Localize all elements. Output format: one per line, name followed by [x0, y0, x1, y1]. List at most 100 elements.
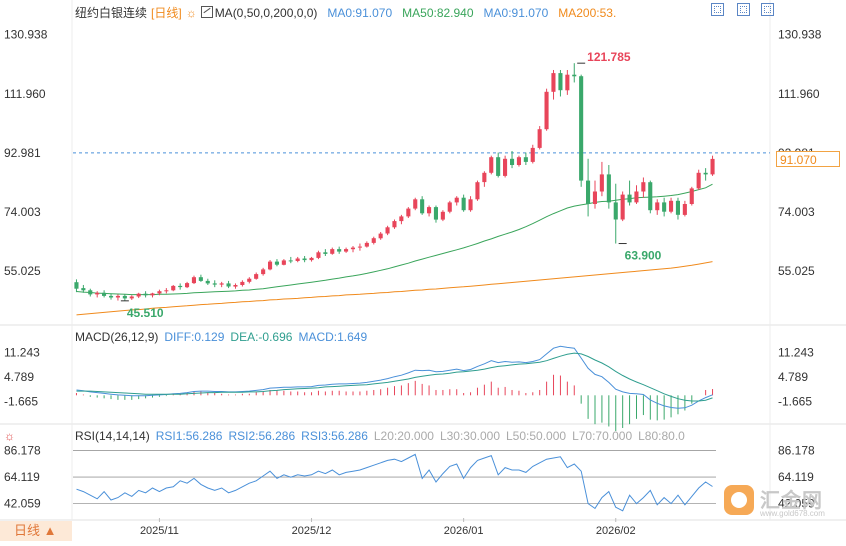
ma50-line	[76, 183, 713, 296]
macd-diff-line	[76, 345, 713, 409]
candle-body	[219, 283, 224, 285]
candle-body	[212, 283, 217, 285]
watermark-url: www.gold678.com	[760, 509, 825, 518]
candle-body	[185, 283, 190, 288]
candle-body	[171, 285, 176, 291]
watermark-logo-inner-icon	[731, 492, 747, 508]
candle-body	[475, 182, 480, 200]
macd-tick-left: 11.243	[4, 346, 40, 360]
x-tick-label: 2026/01	[444, 525, 484, 537]
candle-body	[198, 277, 203, 281]
candle-body	[274, 261, 279, 265]
candle-body	[295, 258, 300, 261]
ma-legend-item: MA(0,50,0,200,0,0)	[214, 6, 318, 20]
period-label[interactable]: [日线]	[151, 6, 182, 20]
period-tab[interactable]: 日线 ▲	[0, 521, 72, 541]
rsi-l80: L80:80.0	[638, 429, 685, 443]
y-tick-label-right: 130.938	[778, 28, 822, 42]
rsi-tick-right: 86.178	[778, 444, 815, 458]
candle-body	[530, 147, 535, 162]
ma-legend-item: MA50:82.940	[402, 6, 474, 20]
candle-body	[337, 249, 342, 252]
sun-settings-icon[interactable]: ☼	[185, 6, 197, 20]
candle-body	[572, 74, 577, 77]
candle-body	[489, 157, 494, 173]
ma-legend-item: MA0:91.070	[327, 6, 393, 20]
candle-body	[247, 278, 252, 282]
candle-body	[350, 247, 355, 250]
candle-body	[440, 211, 445, 220]
candle-body	[510, 158, 515, 165]
macd-tick-right: 4.789	[778, 370, 808, 384]
instrument-title: 纽约白银连续	[75, 6, 148, 20]
candle-body	[357, 246, 362, 248]
ma-settings-icon[interactable]	[200, 6, 213, 18]
y-tick-label-left: 92.981	[4, 146, 41, 160]
candle-body	[703, 172, 708, 175]
y-tick-label-left: 74.003	[4, 205, 41, 219]
candle-body	[109, 295, 114, 298]
ma-legend-item: MA200:53.	[558, 6, 617, 20]
candle-body	[330, 249, 335, 254]
candle-body	[482, 172, 487, 183]
rsi-l70: L70:70.000	[572, 429, 633, 443]
candle-body	[551, 73, 556, 92]
candle-body	[433, 207, 438, 220]
candle-body	[447, 202, 452, 212]
current-price-label: 91.070	[776, 151, 840, 167]
candle-body	[413, 199, 418, 209]
rsi-values: RSI(14,14,14) RSI1:56.286 RSI2:56.286 RSI3:…	[75, 429, 691, 443]
candle-body	[191, 277, 196, 284]
candle-body	[689, 188, 694, 204]
rsi1-value: RSI1:56.286	[155, 429, 223, 443]
candle-body	[662, 202, 667, 212]
candle-body	[675, 200, 680, 215]
candle-body	[122, 295, 127, 299]
macd-tick-left: -1.665	[4, 395, 38, 409]
macd-tick-right: -1.665	[778, 395, 812, 409]
rsi-line	[76, 453, 713, 512]
fullscreen-button[interactable]	[761, 3, 774, 16]
x-tick-label: 2026/02	[596, 525, 636, 537]
candle-body	[261, 269, 266, 275]
candle-body	[316, 252, 321, 258]
macd-dea-line	[76, 352, 713, 402]
candle-body	[710, 158, 715, 175]
macd-legend: MACD(26,12,9) DIFF:0.129 DEA:-0.696 MACD:1.…	[75, 330, 373, 344]
candle-body	[516, 157, 521, 165]
zoom-in-button[interactable]	[711, 3, 724, 16]
candle-body	[461, 197, 466, 211]
candle-body	[226, 283, 231, 287]
rsi-tick-left: 64.119	[4, 470, 40, 484]
candle-body	[205, 280, 210, 284]
low-annotation: 63.900	[625, 249, 662, 263]
candle-body	[606, 174, 611, 203]
y-tick-label-left: 111.960	[4, 87, 46, 101]
rsi-settings-icon[interactable]: ☼	[4, 429, 15, 443]
candle-body	[392, 221, 397, 228]
candle-body	[620, 194, 625, 220]
rsi3-value: RSI3:56.286	[301, 429, 368, 443]
rsi-l30: L30:30.000	[439, 429, 500, 443]
ma200-line	[76, 261, 713, 316]
candle-body	[115, 295, 120, 298]
candle-body	[309, 257, 314, 261]
candle-body	[696, 172, 701, 189]
candle-body	[268, 261, 273, 270]
zoom-out-button[interactable]	[737, 3, 750, 16]
rsi-tick-right: 64.119	[778, 470, 814, 484]
candle-body	[102, 292, 107, 296]
candle-body	[503, 158, 508, 176]
candle-body	[371, 238, 376, 243]
candle-body	[344, 249, 349, 252]
x-tick-label: 2025/12	[292, 525, 332, 537]
candle-body	[523, 157, 528, 162]
macd-tick-right: 11.243	[778, 346, 814, 360]
candle-body	[150, 293, 155, 296]
candle-body	[136, 293, 141, 297]
candle-body	[240, 281, 245, 285]
candle-body	[565, 74, 570, 91]
macd-diff-value: DIFF:0.129	[164, 330, 225, 344]
